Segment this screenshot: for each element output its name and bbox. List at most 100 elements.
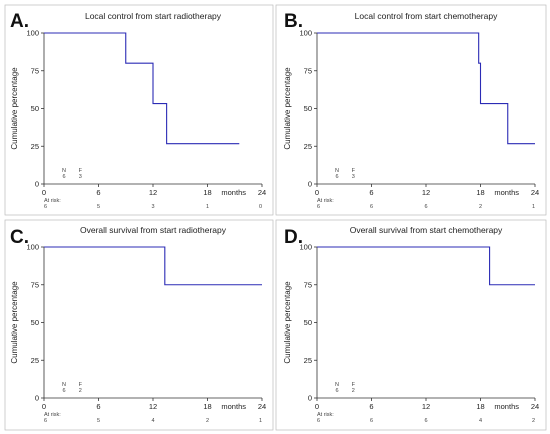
x-tick-label: 12 [149,402,157,411]
x-axis-unit: months [494,402,519,411]
y-tick-label: 100 [26,29,39,38]
at-risk-value: 0 [259,204,262,210]
y-tick-label: 0 [308,180,312,189]
at-risk-value: 2 [479,204,482,210]
at-risk-label: At risk: [317,412,334,418]
y-tick-label: 50 [31,318,39,327]
at-risk-label: At risk: [44,412,61,418]
x-tick-label: 24 [258,188,266,197]
at-risk-value: 5 [97,418,100,424]
n-value: 6 [62,174,65,180]
at-risk-value: 4 [151,418,154,424]
x-axis-unit: months [221,188,246,197]
at-risk-value: 6 [370,204,373,210]
n-header: N [62,168,66,174]
y-tick-label: 0 [35,180,39,189]
at-risk-value: 6 [370,418,373,424]
f-header: F [352,382,356,388]
x-tick-label: 18 [203,402,211,411]
y-axis-label: Cumulative percentage [10,281,19,364]
x-tick-label: 12 [422,402,430,411]
n-value: 6 [335,174,338,180]
at-risk-value: 1 [206,204,209,210]
x-tick-label: 0 [315,402,319,411]
f-header: F [352,168,356,174]
panel-frame [275,4,547,216]
chart-title: Overall survival from start radiotherapy [80,225,227,235]
y-tick-label: 50 [304,318,312,327]
panel-frame [4,4,274,216]
f-header: F [79,382,83,388]
at-risk-value: 6 [317,204,320,210]
x-tick-label: 18 [203,188,211,197]
x-tick-label: 18 [476,188,484,197]
f-value: 3 [79,174,82,180]
km-curve [317,32,535,145]
x-axis-unit: months [221,402,246,411]
x-tick-label: 6 [369,402,373,411]
y-tick-label: 100 [299,243,312,252]
x-tick-label: 12 [422,188,430,197]
y-tick-label: 25 [31,356,39,365]
n-header: N [335,382,339,388]
km-curve [44,246,262,286]
n-value: 6 [335,388,338,394]
chart-title: Local control from start radiotherapy [85,11,222,21]
panel-frame [4,219,274,431]
x-tick-label: 24 [531,402,539,411]
y-tick-label: 75 [31,66,39,75]
y-axis-label: Cumulative percentage [10,67,19,150]
at-risk-value: 6 [44,204,47,210]
y-tick-label: 50 [304,104,312,113]
at-risk-value: 1 [259,418,262,424]
x-tick-label: 18 [476,402,484,411]
y-tick-label: 0 [308,394,312,403]
at-risk-value: 4 [479,418,482,424]
n-header: N [335,168,339,174]
y-tick-label: 25 [31,142,39,151]
km-curve [317,246,535,286]
at-risk-value: 6 [424,204,427,210]
x-tick-label: 24 [258,402,266,411]
x-tick-label: 6 [96,402,100,411]
x-tick-label: 12 [149,188,157,197]
y-tick-label: 25 [304,142,312,151]
y-tick-label: 100 [299,29,312,38]
at-risk-value: 5 [97,204,100,210]
x-tick-label: 24 [531,188,539,197]
at-risk-value: 2 [532,418,535,424]
y-tick-label: 100 [26,243,39,252]
f-value: 3 [352,174,355,180]
y-tick-label: 75 [304,280,312,289]
y-axis-label: Cumulative percentage [283,281,292,364]
f-header: F [79,168,83,174]
chart-panel-4: D. Overall survival from start chemothera… [275,219,547,431]
n-value: 6 [62,388,65,394]
at-risk-value: 6 [317,418,320,424]
f-value: 2 [79,388,82,394]
panel-letter: C. [10,227,29,248]
x-axis-unit: months [494,188,519,197]
x-tick-label: 6 [369,188,373,197]
panel-letter: D. [284,227,303,248]
y-axis-label: Cumulative percentage [283,67,292,150]
panel-frame [275,219,547,431]
chart-title: Local control from start chemotherapy [355,11,498,21]
y-tick-label: 75 [31,280,39,289]
chart-panel-3: C. Overall survival from start radiothera… [4,219,274,431]
y-tick-label: 50 [31,104,39,113]
panel-letter: A. [10,11,29,32]
at-risk-label: At risk: [44,198,61,204]
chart-panel-1: A. Local control from start radiotherapy 0… [4,4,274,216]
chart-panel-2: B. Local control from start chemotherapy 0… [275,4,547,216]
chart-title: Overall survival from start chemotherapy [350,225,503,235]
x-tick-label: 6 [96,188,100,197]
y-tick-label: 25 [304,356,312,365]
y-tick-label: 0 [35,394,39,403]
at-risk-label: At risk: [317,198,334,204]
at-risk-value: 1 [532,204,535,210]
at-risk-value: 6 [424,418,427,424]
at-risk-value: 3 [151,204,154,210]
y-tick-label: 75 [304,66,312,75]
at-risk-value: 6 [44,418,47,424]
